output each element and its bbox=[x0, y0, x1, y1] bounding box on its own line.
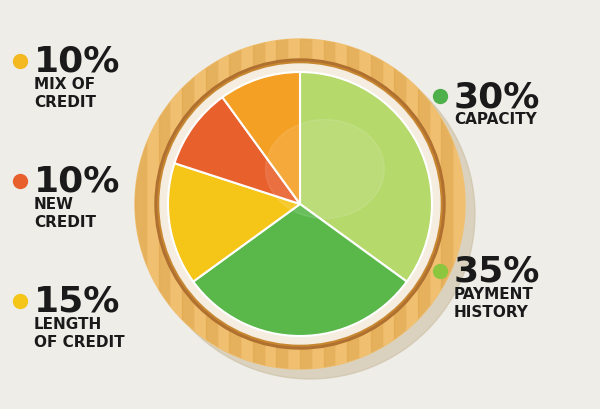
Circle shape bbox=[160, 65, 440, 344]
Bar bbox=[394, 40, 406, 369]
Bar bbox=[300, 40, 312, 369]
Bar bbox=[418, 40, 430, 369]
Text: 15%: 15% bbox=[34, 284, 121, 318]
Text: 10%: 10% bbox=[34, 164, 121, 198]
Bar bbox=[383, 40, 394, 369]
Bar bbox=[453, 40, 465, 369]
Bar bbox=[277, 40, 288, 369]
Circle shape bbox=[158, 63, 442, 346]
Bar bbox=[406, 40, 418, 369]
Bar bbox=[312, 40, 323, 369]
Bar bbox=[335, 40, 347, 369]
Bar bbox=[430, 40, 442, 369]
Bar bbox=[206, 40, 218, 369]
Bar bbox=[359, 40, 371, 369]
Text: LENGTH
OF CREDIT: LENGTH OF CREDIT bbox=[34, 316, 125, 349]
Circle shape bbox=[155, 60, 445, 349]
Bar bbox=[135, 40, 147, 369]
Bar bbox=[182, 40, 194, 369]
Text: 10%: 10% bbox=[34, 45, 121, 79]
Bar bbox=[253, 40, 265, 369]
Wedge shape bbox=[168, 164, 300, 282]
Text: 35%: 35% bbox=[454, 254, 541, 288]
Bar bbox=[371, 40, 383, 369]
Bar bbox=[347, 40, 359, 369]
Bar bbox=[170, 40, 182, 369]
Text: NEW
CREDIT: NEW CREDIT bbox=[34, 196, 96, 229]
Text: PAYMENT
HISTORY: PAYMENT HISTORY bbox=[454, 286, 534, 319]
Circle shape bbox=[135, 40, 465, 369]
Text: CAPACITY: CAPACITY bbox=[454, 112, 537, 127]
Text: 30%: 30% bbox=[454, 80, 541, 114]
Text: MIX OF
CREDIT: MIX OF CREDIT bbox=[34, 77, 96, 110]
Wedge shape bbox=[300, 73, 432, 282]
Wedge shape bbox=[193, 204, 407, 336]
Wedge shape bbox=[223, 73, 300, 204]
Bar bbox=[288, 40, 300, 369]
Wedge shape bbox=[175, 98, 300, 204]
Bar bbox=[323, 40, 335, 369]
Circle shape bbox=[145, 50, 475, 379]
Bar bbox=[218, 40, 229, 369]
Bar bbox=[265, 40, 277, 369]
Bar bbox=[194, 40, 206, 369]
Bar bbox=[442, 40, 453, 369]
Bar bbox=[158, 40, 170, 369]
Bar bbox=[147, 40, 158, 369]
Bar bbox=[229, 40, 241, 369]
Ellipse shape bbox=[266, 120, 385, 219]
Bar bbox=[241, 40, 253, 369]
